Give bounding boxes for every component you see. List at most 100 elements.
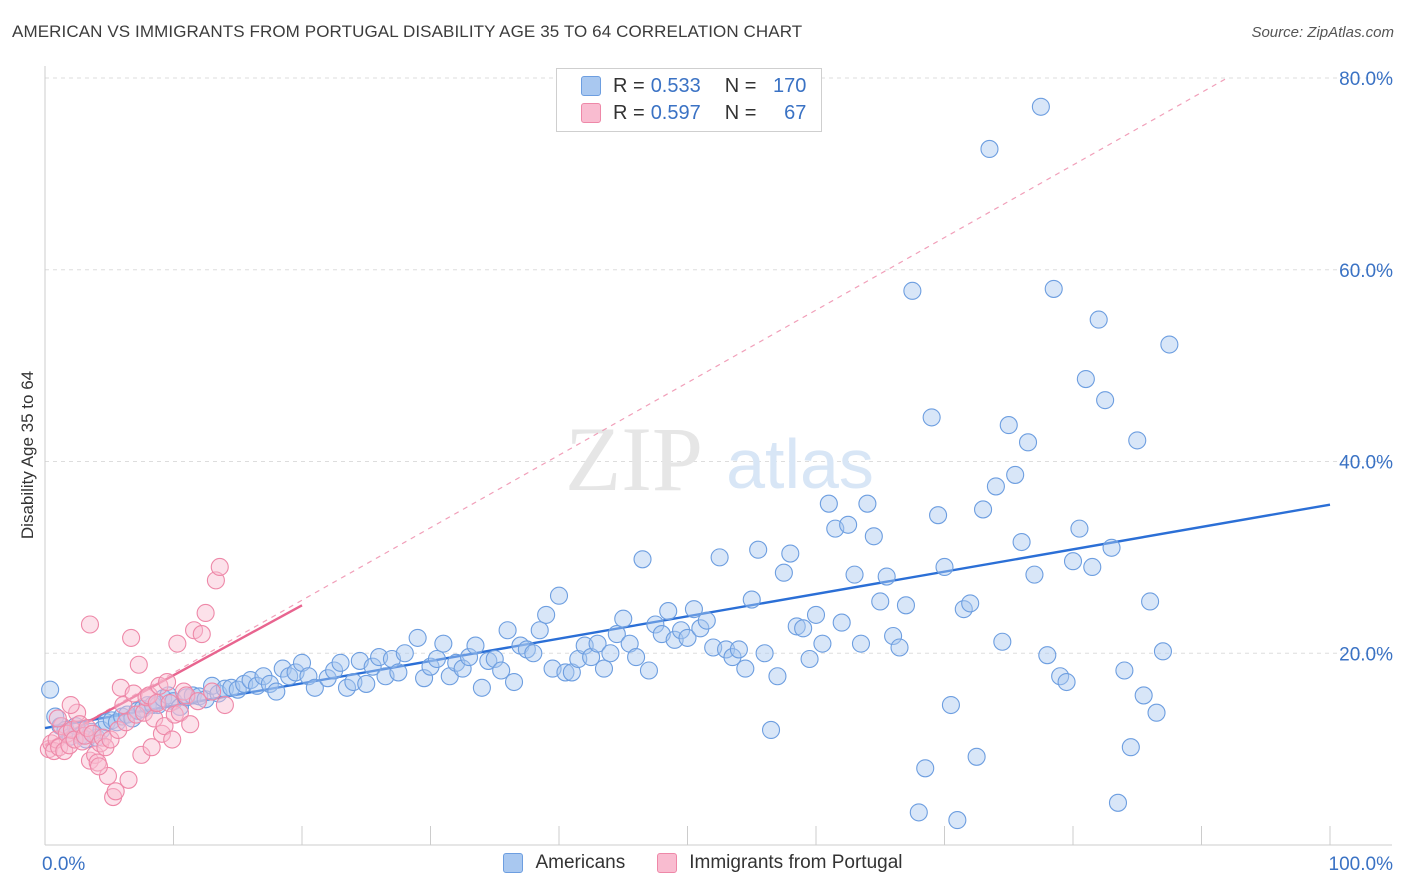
watermark-atlas: atlas bbox=[726, 425, 874, 503]
point-americans bbox=[1108, 793, 1128, 812]
point-americans bbox=[993, 632, 1012, 651]
point-americans bbox=[492, 661, 511, 680]
point-americans bbox=[794, 619, 813, 638]
point-americans bbox=[697, 611, 716, 630]
point-americans bbox=[973, 500, 993, 519]
point-americans bbox=[363, 657, 382, 676]
point-americans bbox=[961, 594, 980, 613]
point-americans bbox=[941, 695, 960, 715]
point-americans bbox=[267, 682, 286, 701]
n-label: N = bbox=[724, 101, 757, 124]
point-americans bbox=[305, 678, 324, 697]
point-americans bbox=[357, 674, 376, 693]
point-americans bbox=[318, 669, 337, 688]
point-americans bbox=[601, 644, 620, 663]
point-americans bbox=[1096, 391, 1115, 410]
point-portugal bbox=[132, 745, 151, 764]
legend-swatch-americans bbox=[581, 76, 601, 96]
point-americans bbox=[781, 544, 800, 563]
point-americans bbox=[1025, 565, 1044, 584]
legend-label-portugal: Immigrants from Portugal bbox=[689, 852, 903, 873]
r-value-americans: 0.533 bbox=[650, 74, 701, 97]
point-americans bbox=[691, 619, 710, 638]
point-americans bbox=[1038, 646, 1057, 665]
point-americans bbox=[1006, 465, 1025, 484]
point-americans bbox=[723, 648, 742, 667]
point-americans bbox=[742, 590, 761, 609]
point-americans bbox=[46, 707, 65, 726]
point-portugal bbox=[206, 571, 225, 590]
point-portugal bbox=[203, 682, 222, 701]
legend-swatch-portugal bbox=[657, 853, 678, 873]
point-portugal bbox=[170, 703, 189, 722]
point-americans bbox=[672, 621, 691, 640]
point-portugal bbox=[119, 770, 138, 789]
point-portugal bbox=[137, 688, 156, 707]
point-americans bbox=[800, 649, 819, 669]
point-americans bbox=[485, 649, 504, 669]
point-americans bbox=[415, 669, 434, 688]
point-portugal bbox=[101, 730, 120, 749]
point-portugal bbox=[129, 655, 148, 674]
r-label: R = bbox=[613, 74, 645, 97]
point-americans bbox=[999, 416, 1018, 435]
point-americans bbox=[967, 747, 986, 766]
r-value-portugal: 0.597 bbox=[650, 101, 701, 124]
trend-line-americans bbox=[44, 503, 1331, 730]
data-points bbox=[39, 97, 1179, 830]
point-portugal bbox=[109, 720, 128, 740]
point-americans bbox=[389, 663, 408, 682]
point-americans bbox=[331, 653, 350, 672]
y-tick-label: 40.0% bbox=[1339, 453, 1393, 474]
point-portugal bbox=[188, 692, 207, 711]
point-americans bbox=[427, 649, 446, 669]
point-portugal bbox=[155, 717, 174, 736]
point-portugal bbox=[78, 718, 97, 738]
legend-item-portugal[interactable]: Immigrants from Portugal bbox=[657, 852, 903, 874]
legend-item-americans[interactable]: Americans bbox=[503, 852, 625, 874]
point-americans bbox=[408, 628, 427, 647]
watermark: ZIP atlas bbox=[565, 408, 874, 510]
n-label: N = bbox=[724, 74, 757, 97]
point-americans bbox=[537, 605, 556, 624]
point-portugal bbox=[196, 603, 215, 623]
legend-swatch-americans bbox=[503, 853, 524, 873]
point-americans bbox=[1083, 557, 1102, 577]
point-americans bbox=[884, 626, 903, 646]
point-americans bbox=[749, 540, 768, 559]
point-americans bbox=[453, 659, 472, 678]
point-portugal bbox=[55, 741, 74, 761]
point-americans bbox=[434, 634, 453, 653]
x-tick-label: 100.0% bbox=[1329, 854, 1394, 875]
trend-extension-portugal bbox=[44, 77, 1228, 746]
point-americans bbox=[1044, 279, 1063, 298]
point-portugal bbox=[142, 738, 161, 757]
axes bbox=[44, 66, 1392, 846]
point-americans bbox=[896, 596, 916, 615]
point-americans bbox=[903, 281, 922, 300]
point-portugal bbox=[98, 766, 118, 786]
n-value-americans: 170 bbox=[773, 74, 807, 97]
point-americans bbox=[684, 600, 703, 619]
point-americans bbox=[524, 644, 543, 663]
point-americans bbox=[1031, 97, 1050, 116]
point-portugal bbox=[48, 709, 67, 728]
point-portugal bbox=[122, 628, 141, 647]
point-americans bbox=[633, 550, 652, 569]
point-americans bbox=[1012, 532, 1031, 552]
point-americans bbox=[813, 634, 832, 653]
point-americans bbox=[1018, 433, 1038, 452]
point-portugal bbox=[80, 751, 100, 770]
point-portugal bbox=[83, 724, 102, 743]
point-portugal bbox=[192, 625, 211, 644]
point-americans bbox=[755, 644, 774, 663]
legend-swatch-portugal bbox=[581, 103, 601, 123]
point-americans bbox=[299, 667, 318, 686]
point-portugal bbox=[134, 703, 153, 722]
point-americans bbox=[774, 563, 793, 582]
point-americans bbox=[556, 663, 575, 682]
point-americans bbox=[858, 494, 877, 513]
point-americans bbox=[607, 625, 626, 644]
chart-title: AMERICAN VS IMMIGRANTS FROM PORTUGAL DIS… bbox=[12, 22, 803, 41]
point-americans bbox=[929, 506, 948, 525]
